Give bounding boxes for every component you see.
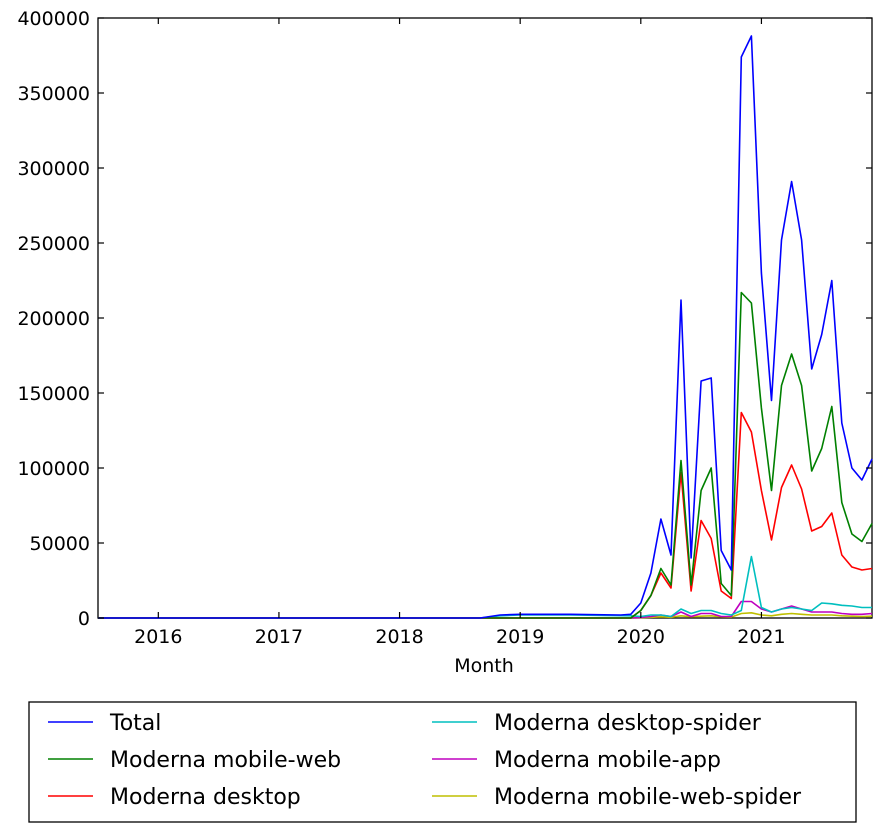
legend-label-moderna-mobile-web: Moderna mobile-web [110, 748, 341, 773]
series-line-moderna-desktop-spider [98, 555, 872, 619]
plot-area: 0 50000 100000 150000 200000 250000 300000 3500… [17, 8, 873, 648]
x-tick-label: 2020 [617, 626, 665, 648]
legend-items: Total Moderna mobile-web Moderna desktop Mo… [48, 711, 802, 810]
legend: Total Moderna mobile-web Moderna desktop Mo… [28, 701, 857, 823]
y-tick-label: 350000 [17, 83, 90, 105]
series-line-moderna-mobile-web [98, 291, 873, 619]
y-tick-label: 400000 [17, 8, 90, 30]
series-line-moderna-mobile-app [98, 600, 873, 619]
legend-label-moderna-mobile-app: Moderna mobile-app [494, 748, 721, 773]
y-tick-label: 100000 [17, 458, 90, 480]
y-axis-ticks: 0 50000 100000 150000 200000 250000 300000 3500… [17, 8, 872, 630]
legend-label-moderna-mobile-web-spider: Moderna mobile-web-spider [494, 785, 802, 810]
legend-label-moderna-desktop: Moderna desktop [110, 785, 301, 810]
x-tick-label: 2021 [737, 626, 785, 648]
x-tick-label: 2017 [255, 626, 303, 648]
y-tick-label: 50000 [30, 533, 90, 555]
y-tick-label: 150000 [17, 383, 90, 405]
y-tick-label: 250000 [17, 233, 90, 255]
x-axis-ticks: 2016 2017 2018 2019 2020 2021 [134, 18, 786, 648]
series-line-moderna-desktop [98, 411, 873, 619]
y-tick-label: 0 [78, 608, 90, 630]
plot-frame [97, 17, 873, 619]
legend-label-total: Total [109, 711, 161, 736]
series-line-total [98, 35, 873, 619]
series-line-moderna-mobile-web-spider [98, 612, 873, 619]
x-tick-label: 2019 [496, 626, 544, 648]
series-lines [98, 35, 873, 619]
y-tick-label: 200000 [17, 308, 90, 330]
x-tick-label: 2016 [134, 626, 182, 648]
x-axis-title: Month [454, 655, 514, 677]
legend-label-moderna-desktop-spider: Moderna desktop-spider [494, 711, 762, 736]
y-tick-label: 300000 [17, 158, 90, 180]
x-tick-label: 2018 [375, 626, 423, 648]
